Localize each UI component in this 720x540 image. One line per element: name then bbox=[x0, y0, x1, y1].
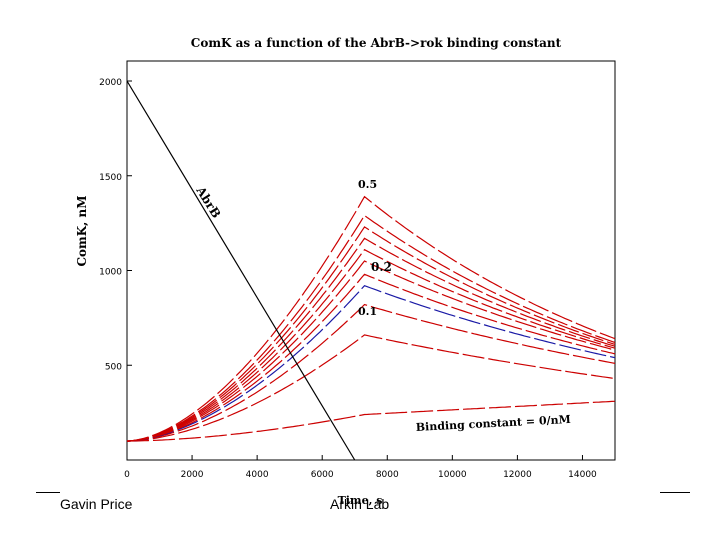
footer-lab: Arkin Lab bbox=[330, 496, 390, 512]
annotation-0-1: 0.1 bbox=[358, 305, 377, 318]
comk-series-line bbox=[126, 237, 616, 442]
abrb-line bbox=[126, 80, 356, 461]
footer-rule-right bbox=[660, 492, 690, 493]
x-tick-label: 12000 bbox=[503, 470, 532, 480]
x-axis-label: Time, s bbox=[338, 494, 383, 507]
x-tick-label: 8000 bbox=[376, 470, 399, 480]
footer-rule-left bbox=[36, 492, 60, 493]
comk-series-line bbox=[126, 214, 616, 442]
y-axis-label: ComK, nM bbox=[75, 195, 89, 266]
x-tick-label: 0 bbox=[124, 470, 130, 480]
comk-series-line bbox=[126, 400, 616, 442]
annotation-binding-constant: Binding constant = 0/nM bbox=[415, 413, 571, 434]
x-axis: 0 2000 4000 6000 8000 10000 12000 14000 bbox=[124, 455, 597, 480]
x-tick-label: 6000 bbox=[311, 470, 334, 480]
annotation-0-5: 0.5 bbox=[358, 178, 377, 191]
y-tick-label: 500 bbox=[105, 362, 122, 372]
comk-series-line bbox=[126, 273, 616, 442]
y-tick-label: 1500 bbox=[99, 173, 122, 183]
comk-series-line bbox=[126, 195, 616, 442]
y-axis: 500 1000 1500 2000 bbox=[99, 78, 132, 372]
x-tick-label: 14000 bbox=[568, 470, 597, 480]
chart-title: ComK as a function of the AbrB->rok bind… bbox=[191, 36, 562, 50]
x-tick-label: 4000 bbox=[246, 470, 269, 480]
footer-author: Gavin Price bbox=[60, 496, 133, 512]
comk-series-line bbox=[126, 248, 616, 442]
series-layer bbox=[126, 195, 616, 442]
x-tick-label: 10000 bbox=[438, 470, 467, 480]
comk-series-line bbox=[126, 260, 616, 442]
plot-frame bbox=[126, 60, 616, 461]
comk-series-line bbox=[126, 334, 616, 442]
x-tick-label: 2000 bbox=[181, 470, 204, 480]
comk-series-line bbox=[126, 226, 616, 442]
y-tick-label: 2000 bbox=[99, 78, 122, 88]
annotation-0-2: 0.2 bbox=[371, 260, 392, 274]
y-tick-label: 1000 bbox=[99, 268, 122, 278]
comk-series-line bbox=[126, 303, 616, 442]
annotation-abrb: AbrB bbox=[193, 183, 224, 220]
comk-series-line bbox=[126, 285, 616, 442]
